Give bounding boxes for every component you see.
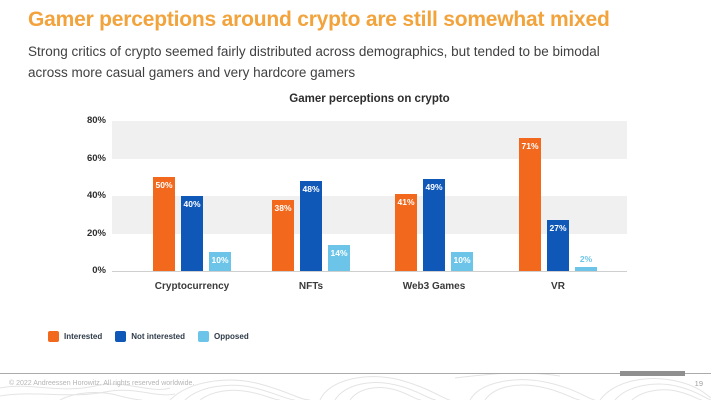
category-label-web3-games: Web3 Games [402,281,466,292]
y-axis-tick-label: 0% [92,265,106,276]
x-axis: Cryptocurrency NFTs Web3 Games VR [112,281,627,295]
y-axis-tick-label: 20% [86,227,106,239]
legend-label: Not interested [131,332,186,341]
bar-interested-vr: 71% [519,137,541,271]
chart-title: Gamer perceptions on crypto [289,93,450,105]
slide-subtitle: Strong critics of crypto seemed fairly d… [28,44,600,80]
bar-opposed-web3-games: 10% [451,252,473,271]
bar-not-interested-cryptocurrency: 40% [181,196,203,271]
plot-band [112,121,627,159]
bar-value-label: 49% [425,182,443,193]
bar-interested-nfts: 38% [272,199,294,271]
bar-value-label: 14% [330,247,348,258]
bar-value-label: 50% [155,180,173,191]
bar-group-web3-games: 41% 49% 10% [395,179,473,271]
bar-opposed-cryptocurrency: 10% [209,252,231,271]
bar-interested-cryptocurrency: 50% [153,177,175,271]
y-axis-tick-label: 60% [86,152,106,164]
category-label-vr: VR [551,281,565,292]
bar-value-label: 10% [211,255,229,266]
slide-title: Gamer perceptions around crypto are stil… [28,8,610,31]
bar-group-cryptocurrency: 50% 40% 10% [153,177,231,271]
legend-swatch-opposed [198,331,210,342]
bar-value-label: 10% [453,255,471,266]
bar-value-label: 48% [302,184,320,194]
bar-group-nfts: 38% 48% 14% [272,181,350,271]
bar-value-label: 71% [521,140,539,151]
y-axis: 0% 20% 40% 60% 80% [64,115,106,276]
page-number: 19 [694,379,703,388]
bar-not-interested-web3-games: 49% [423,179,445,271]
legend-label: Opposed [214,332,249,341]
bar-not-interested-nfts: 48% [300,181,322,271]
y-axis-tick-label: 40% [86,190,106,201]
bar-value-label: 40% [183,199,201,209]
footer-divider [0,373,711,374]
bar-opposed-nfts: 14% [328,244,350,271]
legend-item-interested: Interested [48,331,102,342]
bar-value-label: 2% [579,254,593,265]
bar-opposed-vr: 2% [575,254,597,271]
bar-interested-web3-games: 41% [395,194,417,271]
footer-divider-accent [620,371,685,376]
footer: © 2022 Andreessen Horowitz. All rights r… [0,371,711,400]
legend-item-not-interested: Not interested [115,331,185,342]
bar-value-label: 41% [397,197,415,208]
y-axis-tick-label: 80% [86,115,106,126]
legend-swatch-interested [48,331,59,342]
legend-label: Interested [64,332,103,341]
bar-group-vr: 71% 27% 2% [519,137,597,271]
footer-copyright: © 2022 Andreessen Horowitz. All rights r… [9,380,195,387]
bar-value-label: 27% [549,223,567,234]
chart-legend: Interested Not interested Opposed [48,331,249,342]
plot-area: 50% 40% 10% 38% 48% 14% 41% 49% 10% 71% 27% 2% [112,121,627,272]
bar-value-label: 38% [274,202,292,213]
bar-not-interested-vr: 27% [547,220,569,271]
legend-swatch-not-interested [115,331,127,342]
category-label-cryptocurrency: Cryptocurrency [154,281,230,292]
category-label-nfts: NFTs [298,281,324,292]
topographic-pattern-decoration [0,374,711,400]
legend-item-opposed: Opposed [198,331,249,342]
